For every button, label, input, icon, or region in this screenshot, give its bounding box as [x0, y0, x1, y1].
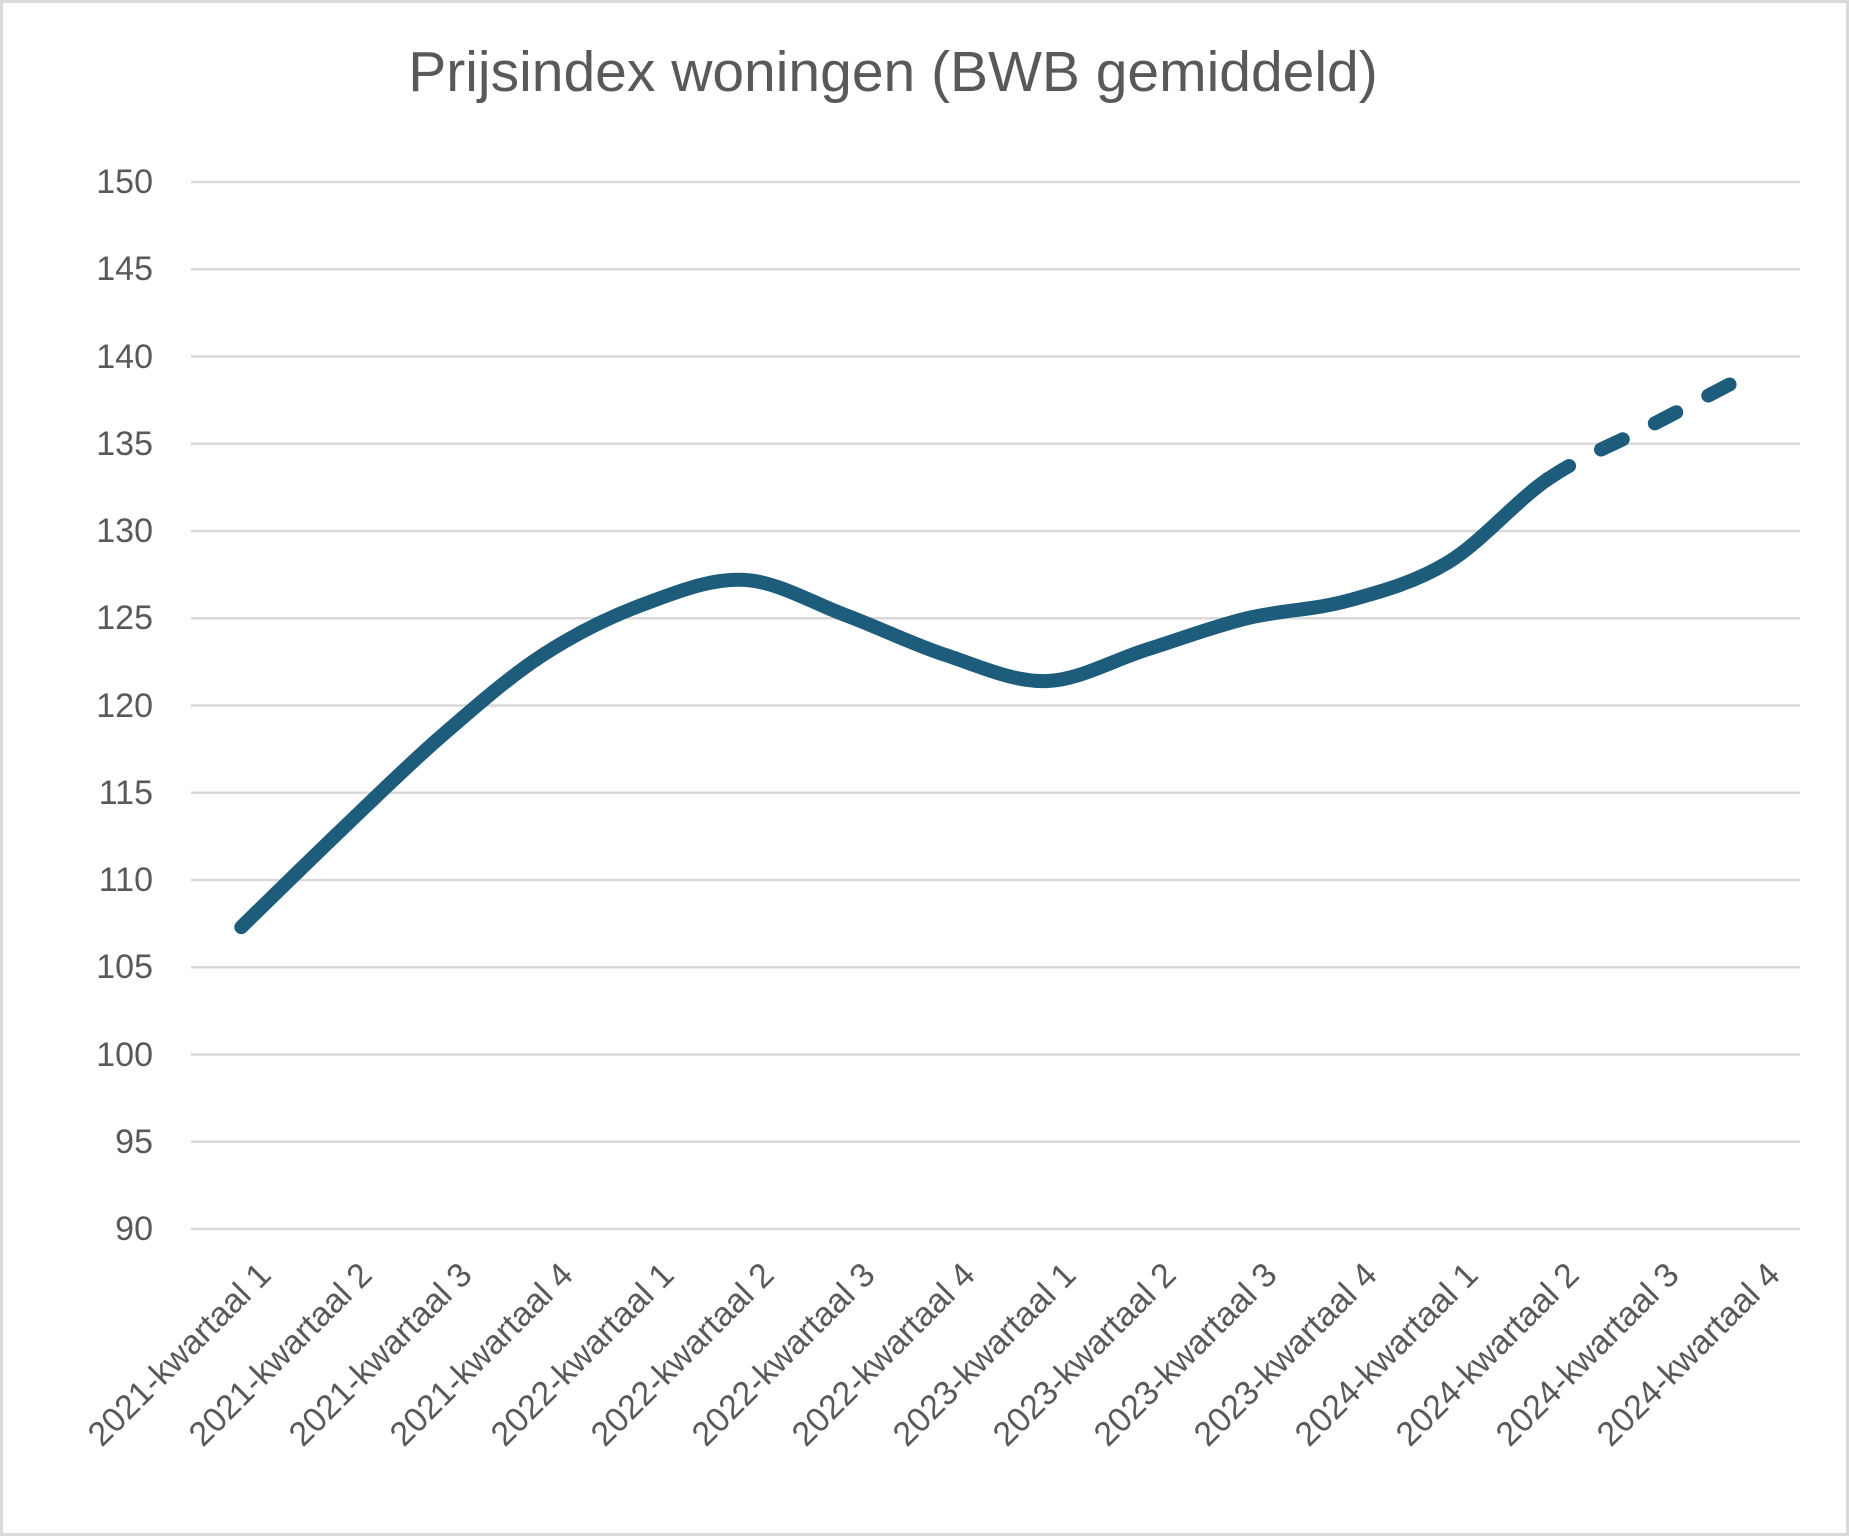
- y-axis-label: 100: [96, 1036, 153, 1074]
- y-axis-label: 130: [96, 512, 153, 550]
- y-axis-label: 120: [96, 687, 153, 725]
- series-line-forecast-dashed: [1541, 366, 1757, 486]
- y-axis-label: 145: [96, 250, 153, 288]
- y-axis-label: 135: [96, 425, 153, 463]
- chart-title: Prijsindex woningen (BWB gemiddeld): [408, 40, 1378, 104]
- y-axis-label: 115: [98, 774, 153, 812]
- y-axis-label: 140: [96, 338, 153, 376]
- y-axis-label: 90: [115, 1210, 153, 1248]
- y-axis-label: 105: [96, 948, 153, 986]
- series-line-solid: [234, 471, 1556, 935]
- y-axis-label: 150: [96, 163, 153, 201]
- plot-area: [191, 180, 1800, 1231]
- y-axis-label: 110: [98, 861, 153, 899]
- y-axis-label: 125: [96, 599, 153, 637]
- y-axis-label: 95: [115, 1123, 153, 1161]
